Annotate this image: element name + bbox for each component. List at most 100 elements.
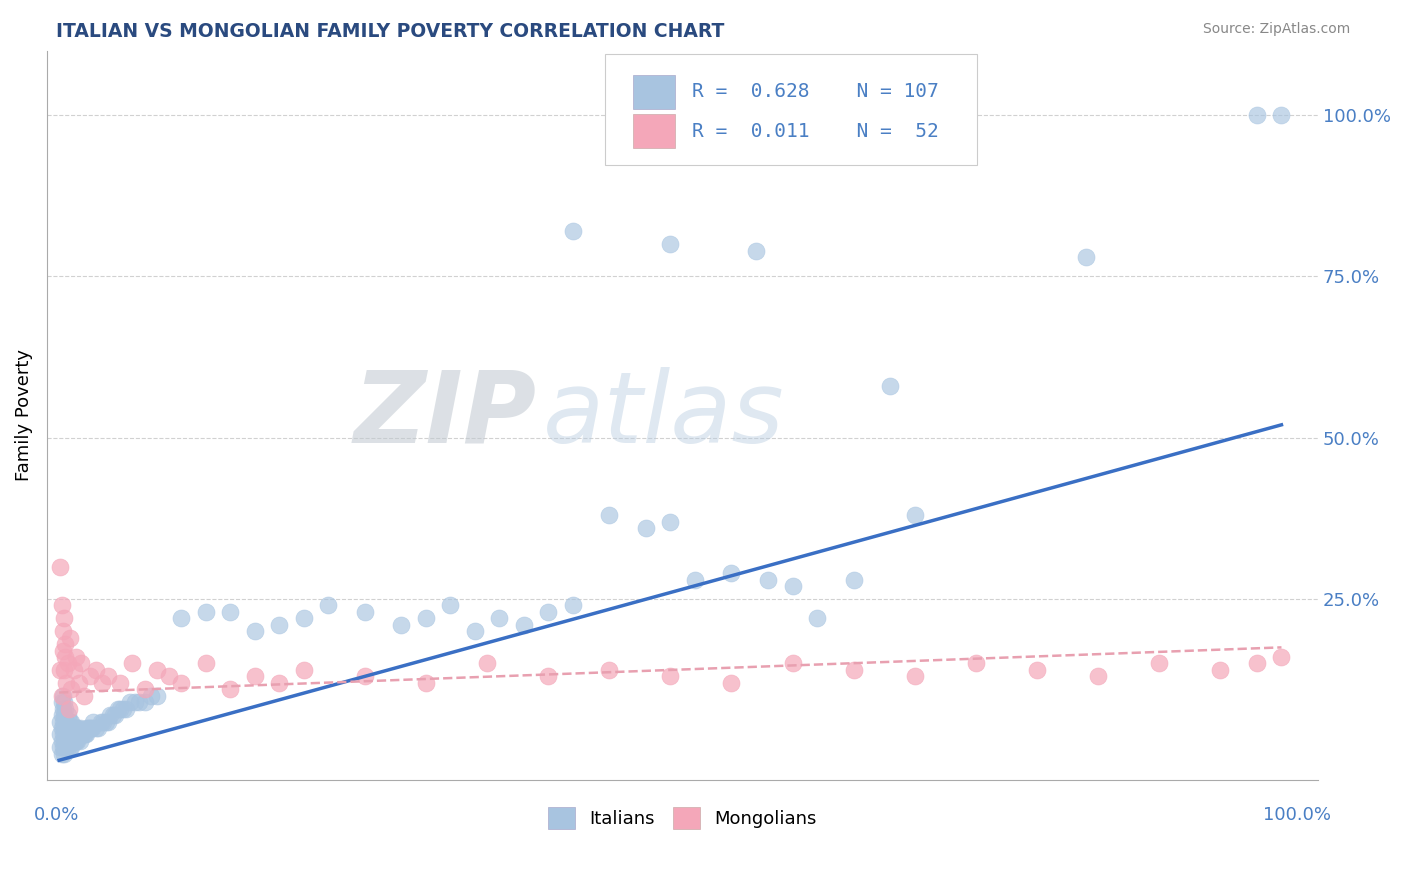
Point [659,515,682,529]
Point [110,676,132,690]
Point [73,727,96,741]
Point [69,721,91,735]
Point [72,689,94,703]
Point [51,708,73,723]
Point [52,689,75,703]
Point [118,695,141,709]
Point [292,663,315,677]
Point [62,734,84,748]
Point [53,727,76,741]
Point [1209,663,1232,677]
Text: ITALIAN VS MONGOLIAN FAMILY POVERTY CORRELATION CHART: ITALIAN VS MONGOLIAN FAMILY POVERTY CORR… [56,22,724,41]
Point [60,682,83,697]
Point [904,508,927,523]
Text: R =  0.011    N =  52: R = 0.011 N = 52 [692,121,938,141]
Point [598,663,620,677]
Point [134,682,156,697]
Point [475,657,498,671]
Point [79,669,101,683]
Point [139,689,162,703]
Point [53,721,76,735]
Point [60,727,83,741]
Point [65,734,87,748]
Point [134,695,156,709]
Point [51,599,73,613]
Point [52,714,75,729]
Point [55,714,77,729]
Point [292,611,315,625]
Point [97,714,120,729]
Point [659,237,682,252]
Point [146,689,169,703]
Point [965,657,987,671]
Point [1087,669,1109,683]
Point [53,637,76,651]
Point [124,695,146,709]
Point [70,727,93,741]
Point [59,727,82,741]
Point [745,244,768,258]
Point [58,721,80,735]
Point [194,657,217,671]
Point [66,734,89,748]
Point [1026,663,1049,677]
Point [59,740,82,755]
Point [464,624,486,639]
Point [194,605,217,619]
Point [782,657,804,671]
Point [110,701,132,715]
Text: Source: ZipAtlas.com: Source: ZipAtlas.com [1202,22,1350,37]
Point [598,508,620,523]
Point [269,676,291,690]
Point [55,676,77,690]
Point [683,573,706,587]
Point [76,721,98,735]
Point [67,676,90,690]
Point [53,695,76,709]
Point [512,617,534,632]
Point [56,708,79,723]
Point [537,605,560,619]
Point [56,727,79,741]
Point [1147,657,1170,671]
Point [52,624,75,639]
Point [53,611,76,625]
Point [87,721,110,735]
Text: 100.0%: 100.0% [1263,805,1331,823]
Point [52,727,75,741]
Point [53,734,76,748]
Point [66,721,89,735]
Point [1270,108,1292,122]
Point [80,721,103,735]
Point [58,734,80,748]
Point [94,714,117,729]
Point [1246,657,1268,671]
Point [561,224,583,238]
Text: ZIP: ZIP [353,367,536,464]
Point [115,701,138,715]
Point [62,721,84,735]
Point [90,676,112,690]
Point [157,669,180,683]
Point [720,676,742,690]
Point [415,676,437,690]
Point [1246,108,1268,122]
Point [53,701,76,715]
Point [170,676,193,690]
Point [100,708,122,723]
Point [49,663,72,677]
Point [51,695,73,709]
Point [72,727,94,741]
Point [52,740,75,755]
Point [69,734,91,748]
Point [55,727,77,741]
Point [842,573,865,587]
Point [49,559,72,574]
Point [170,611,193,625]
Point [1270,650,1292,665]
Point [55,740,77,755]
Point [111,701,134,715]
Point [128,695,150,709]
Point [756,573,779,587]
Point [82,721,104,735]
